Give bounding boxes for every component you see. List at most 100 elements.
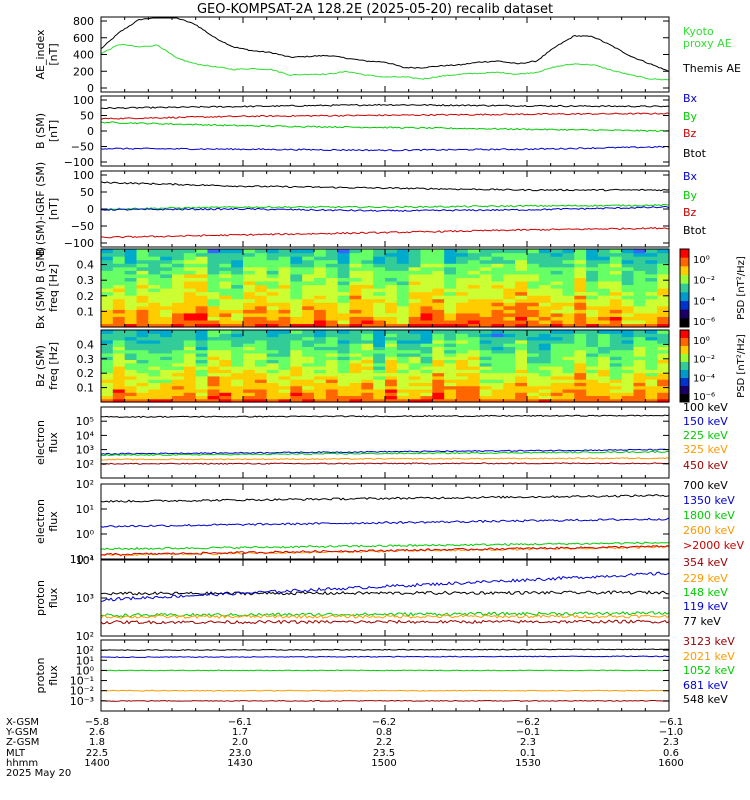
heatmap-cell [503, 392, 516, 397]
heatmap-cell [385, 346, 398, 351]
heatmap-cell [266, 398, 280, 403]
heatmap-cell [124, 330, 138, 334]
heatmap-cell [467, 288, 481, 293]
heatmap-cell [574, 385, 587, 390]
heatmap-cell [148, 346, 161, 351]
heatmap-cell [172, 392, 185, 397]
heatmap-cell [207, 372, 220, 377]
heatmap-cell [574, 372, 587, 377]
heatmap-cell [538, 277, 552, 282]
heatmap-cell [609, 295, 623, 300]
heatmap-cell [586, 375, 599, 380]
heatmap-cell [290, 362, 303, 367]
heatmap-cell [598, 333, 611, 338]
heatmap-cell [586, 277, 599, 282]
heatmap-cell [621, 295, 635, 300]
heatmap-cell [254, 263, 268, 268]
heatmap-cell [503, 398, 516, 403]
heatmap-cell [467, 273, 481, 278]
heatmap-cell [562, 379, 575, 383]
colorbar-tick-label: 10⁻⁴ [693, 296, 715, 307]
heatmap-cell [101, 252, 114, 257]
heatmap-cell [574, 330, 587, 334]
heatmap-cell [550, 277, 564, 282]
heatmap-cell [337, 319, 351, 325]
heatmap-cell [148, 273, 161, 278]
heatmap-cell [609, 305, 623, 310]
heatmap-cell [432, 362, 445, 367]
heatmap-cell [172, 284, 185, 289]
heatmap-cell [657, 356, 670, 361]
heatmap-cell [219, 319, 232, 325]
heatmap-cell [586, 305, 599, 310]
y-axis-label: flux [47, 511, 60, 532]
heatmap-cell [160, 362, 173, 367]
heatmap-cell [385, 252, 398, 257]
heatmap-cell [574, 316, 587, 321]
heatmap-cell [302, 333, 315, 338]
heatmap-cell [254, 273, 268, 278]
heatmap-cell [420, 346, 433, 351]
heatmap-cell [219, 298, 232, 303]
heatmap-cell [598, 392, 611, 397]
heatmap-cell [195, 379, 209, 383]
heatmap-cell [373, 295, 386, 300]
heatmap-cell [148, 316, 161, 321]
y-tick-label: 10⁻¹ [70, 553, 94, 566]
heatmap-cell [491, 280, 504, 286]
heatmap-cell [101, 362, 114, 367]
heatmap-cell [621, 359, 635, 364]
heatmap-cell [456, 288, 469, 293]
heatmap-cell [479, 385, 493, 390]
heatmap-cell [172, 346, 185, 351]
heatmap-cell [314, 356, 327, 361]
heatmap-cell [112, 372, 126, 377]
heatmap-cell [195, 249, 209, 254]
heatmap-cell [278, 382, 291, 387]
heatmap-cell [385, 312, 398, 317]
heatmap-cell [101, 346, 114, 351]
heatmap-cell [361, 270, 374, 275]
heatmap-cell [325, 277, 339, 282]
heatmap-cell [385, 375, 398, 380]
heatmap-cell [148, 302, 161, 307]
heatmap-cell [609, 273, 623, 278]
heatmap-cell [396, 343, 410, 347]
heatmap-cell [574, 305, 587, 310]
heatmap-cell [290, 375, 303, 380]
heatmap-cell [645, 369, 658, 374]
heatmap-cell [160, 270, 173, 275]
heatmap-cell [160, 259, 173, 264]
heatmap-cell [467, 270, 481, 275]
heatmap-cell [503, 382, 516, 387]
heatmap-cell [574, 323, 587, 328]
legend-entry: Btot [683, 147, 707, 160]
heatmap-cell [278, 312, 291, 317]
heatmap-cell [349, 256, 362, 261]
heatmap-cell [586, 336, 599, 341]
heatmap-cell [609, 382, 623, 387]
heatmap-cell [657, 280, 670, 286]
heatmap-cell [302, 356, 315, 361]
heatmap-cell [574, 343, 587, 347]
heatmap-cell [550, 392, 564, 397]
heatmap-cell [231, 302, 244, 307]
heatmap-cell [101, 372, 114, 377]
heatmap-cell [172, 319, 185, 325]
heatmap-cell [621, 277, 635, 282]
heatmap-cell [562, 333, 575, 338]
heatmap-cell [467, 369, 481, 374]
heatmap-cell [527, 291, 540, 296]
heatmap-cell [538, 284, 552, 289]
heatmap-cell [385, 309, 398, 314]
heatmap-cell [432, 291, 445, 296]
heatmap-cell [396, 298, 410, 303]
heatmap-cell [550, 330, 564, 334]
heatmap-cell [527, 336, 540, 341]
heatmap-cell [621, 369, 635, 374]
heatmap-cell [325, 375, 339, 380]
heatmap-cell [349, 298, 362, 303]
heatmap-cell [586, 385, 599, 390]
y-tick-label: 50 [80, 186, 94, 199]
heatmap-cell [124, 288, 138, 293]
